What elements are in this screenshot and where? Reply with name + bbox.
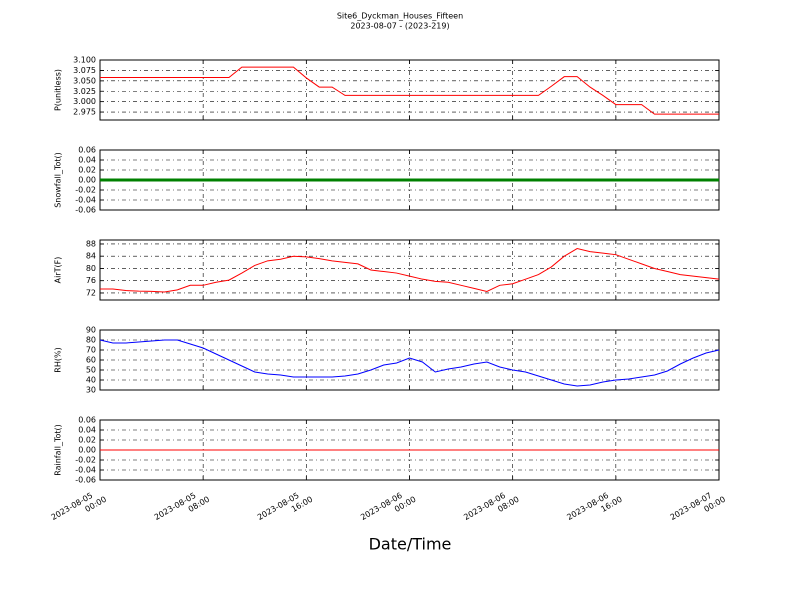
y-tick-label: 88	[86, 239, 96, 248]
y-tick-label: 76	[86, 276, 96, 285]
y-tick-label: 0.04	[78, 426, 96, 435]
x-tick-label: 2023-08-0608:00	[462, 486, 520, 531]
plot-frame	[99, 329, 720, 391]
x-tick-label: 2023-08-0616:00	[565, 486, 623, 531]
y-tick-label: 30	[86, 386, 96, 395]
x-tick-label: 2023-08-0700:00	[669, 486, 727, 531]
y-tick-label: 3.100	[73, 56, 96, 65]
y-tick-label: 80	[86, 336, 96, 345]
y-axis-title: Snowfall_Tot()	[54, 152, 63, 208]
y-tick-label: 3.000	[73, 97, 96, 106]
y-tick-label: 90	[86, 326, 96, 335]
y-axis-title: AirT(F)	[54, 257, 63, 284]
chart-subtitle: 2023-08-07 - (2023-219)	[350, 22, 449, 31]
x-tick-label: 2023-08-0500:00	[50, 486, 108, 531]
data-line	[100, 248, 720, 293]
x-tick-label: 2023-08-0508:00	[153, 486, 211, 531]
chart-title: Site6_Dyckman_Houses_Fifteen	[337, 12, 463, 21]
x-tick-label: 2023-08-0600:00	[359, 486, 417, 531]
y-tick-label: 2.975	[73, 108, 96, 117]
y-axis-title: P(unitless)	[54, 69, 63, 111]
plot-frame	[99, 59, 720, 121]
y-tick-label: 3.050	[73, 76, 96, 85]
y-tick-label: 0.04	[78, 156, 96, 165]
y-tick-label: 84	[86, 252, 96, 261]
y-tick-label: 0.00	[78, 176, 96, 185]
x-axis-title: Date/Time	[369, 535, 452, 554]
plot-frame	[99, 239, 720, 301]
y-tick-label: 60	[86, 356, 96, 365]
y-tick-label: 72	[86, 288, 96, 297]
y-tick-label: -0.06	[75, 206, 96, 215]
y-tick-label: 0.06	[78, 416, 96, 425]
y-tick-label: 3.025	[73, 87, 96, 96]
y-tick-label: -0.02	[75, 186, 96, 195]
y-tick-label: -0.06	[75, 476, 96, 485]
y-tick-label: 0.02	[78, 436, 96, 445]
y-tick-label: 80	[86, 264, 96, 273]
y-tick-label: -0.04	[75, 196, 96, 205]
y-tick-label: 50	[86, 366, 96, 375]
y-tick-label: 0.06	[78, 146, 96, 155]
x-tick-label: 2023-08-0516:00	[256, 486, 314, 531]
y-tick-label: 70	[86, 346, 96, 355]
y-tick-label: 40	[86, 376, 96, 385]
data-line	[100, 66, 719, 115]
y-axis-title: Rainfall_Tot()	[54, 424, 63, 476]
y-tick-label: 3.075	[73, 66, 96, 75]
y-tick-label: -0.02	[75, 456, 96, 465]
subplot: 72 76 80 84 88 AirT(F)	[54, 239, 720, 301]
y-tick-label: 0.02	[78, 166, 96, 175]
y-axis-title: RH(%)	[54, 347, 63, 372]
y-tick-label: 0.00	[78, 446, 96, 455]
data-line	[99, 339, 720, 387]
y-tick-label: -0.04	[75, 466, 96, 475]
